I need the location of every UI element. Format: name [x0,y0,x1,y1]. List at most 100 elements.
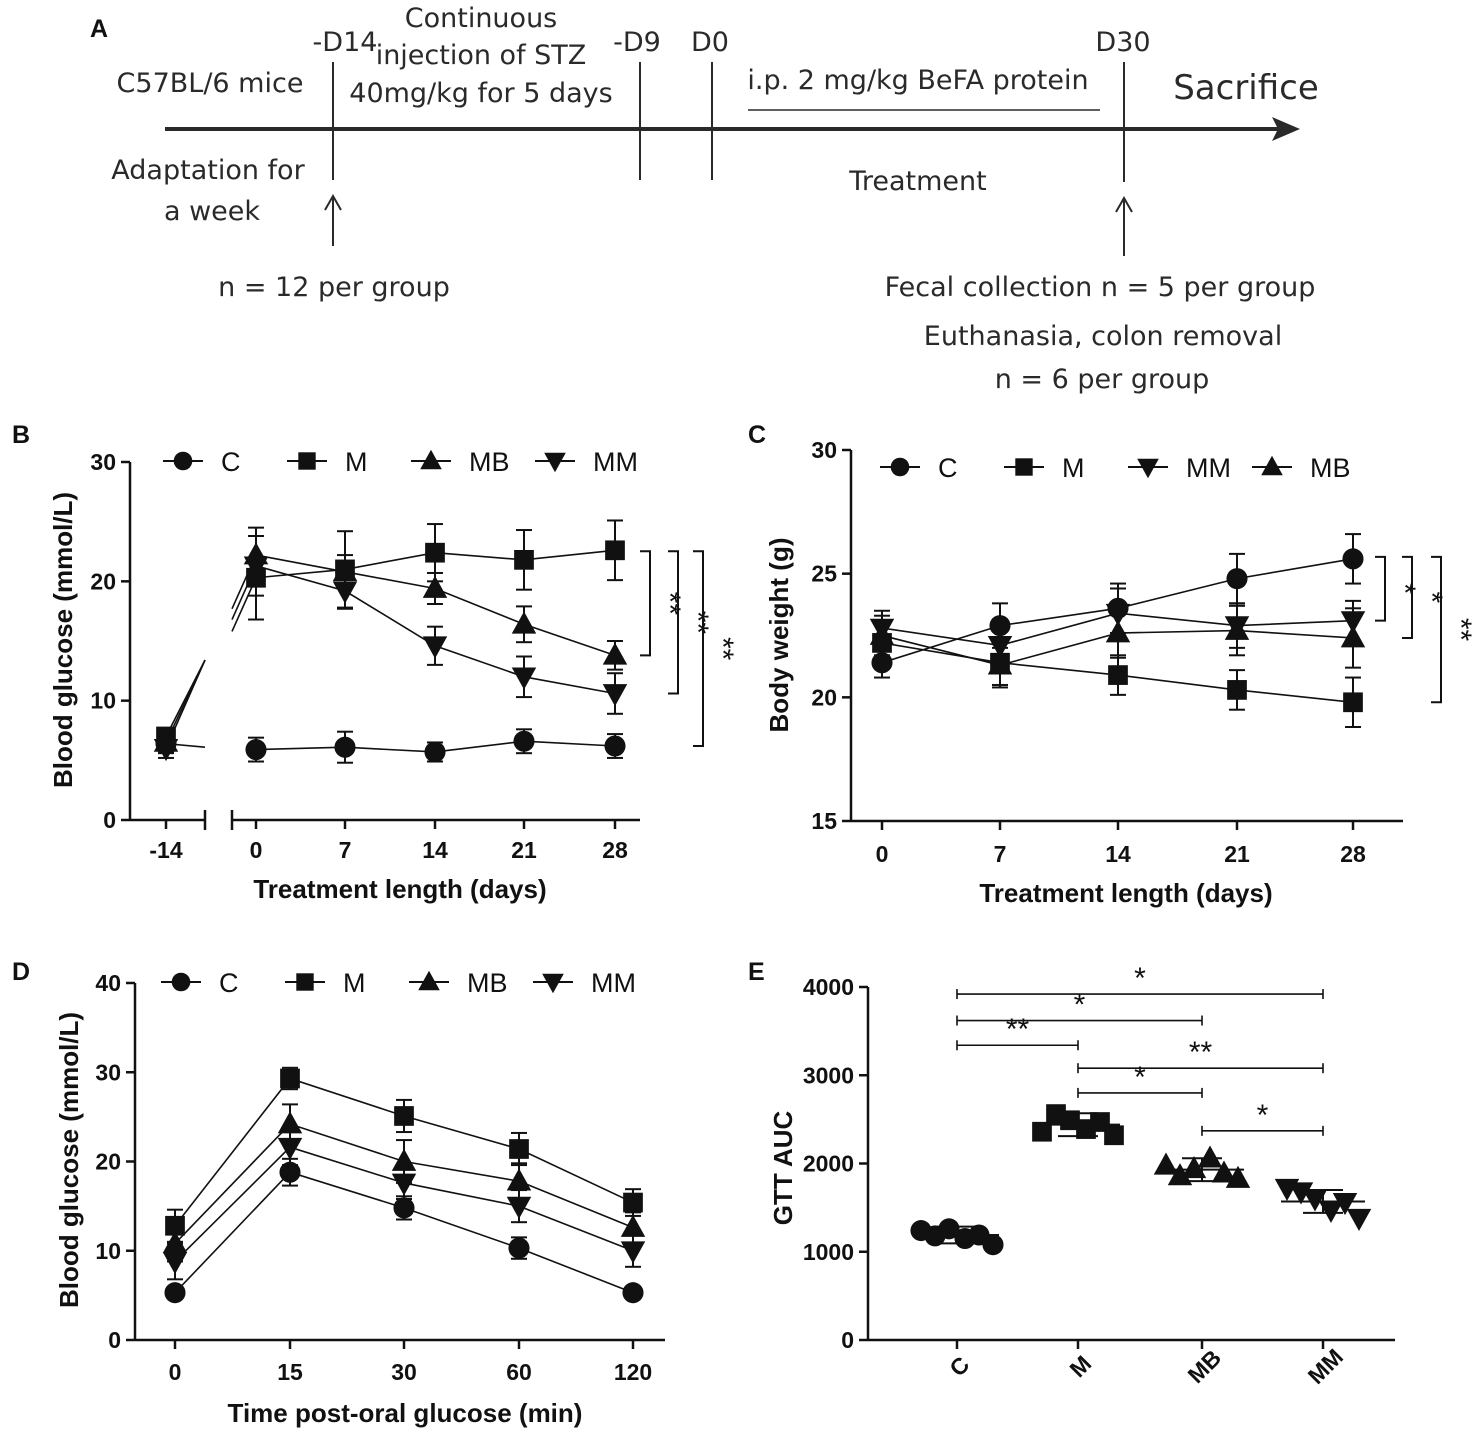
c-y-tick-label: 30 [811,437,837,463]
d-point [620,1214,646,1237]
b-y-tick-label: 30 [90,449,116,475]
e-y-tick-label: 4000 [803,974,854,1000]
c-x-tick-label: 7 [994,841,1007,867]
b-point [422,575,448,598]
b-xlabel: Treatment length (days) [253,874,546,904]
d-xlabel: Time post-oral glucose (min) [228,1398,583,1428]
b-legend-marker [420,449,442,470]
label-euthanasia: Euthanasia, colon removal [924,321,1282,352]
d-legend-m: M [285,968,366,998]
panel-label-c: C [748,421,766,449]
b-legend-label: MB [469,447,510,477]
d-legend-marker [542,973,564,994]
b-point [245,739,267,761]
c-legend-mm: MM [1128,453,1231,483]
d-point [391,1173,417,1196]
d-legend-marker [418,970,440,991]
c-y-tick-label: 20 [811,684,837,710]
d-point [391,1148,417,1171]
b-point [334,736,356,758]
d-point [508,1237,530,1259]
c-legend-c: C [880,453,958,483]
e-sig-label: ** [1189,1036,1213,1069]
b-legend-marker [298,452,316,470]
c-x-tick-label: 0 [876,841,889,867]
b-sig-bracket [668,550,679,695]
d-point [393,1197,415,1219]
d-y-tick-label: 0 [108,1327,121,1353]
c-legend-marker [890,457,910,477]
b-series-m [156,519,625,747]
e-group-mb: MB [1153,1145,1251,1389]
c-xlabel: Treatment length (days) [979,878,1272,908]
c-sig-bracket [1402,555,1413,639]
panel-label-a: A [90,15,108,43]
b-series-mm [153,534,628,762]
b-point [602,642,628,665]
d-x-tick-label: 30 [391,1359,417,1385]
label-stz-3: 40mg/kg for 5 days [349,78,612,109]
c-legend-mb: MB [1252,453,1351,483]
panel-label-d: D [12,958,30,986]
c-sig-bracket [1431,555,1442,704]
b-legend-marker [544,452,566,473]
c-point [1340,625,1366,648]
c-point [1227,680,1247,700]
timeline-arrowhead [1272,117,1300,141]
d-point [394,1106,414,1126]
c-point [1342,548,1364,570]
d-series-c [164,1157,644,1304]
b-point [332,581,358,604]
c-legend-marker [1261,455,1283,476]
b-sig-label: ** [706,637,739,661]
d-x-tick-label: 120 [614,1359,652,1385]
b-break-connector [231,577,257,632]
b-y-tick-label: 0 [103,807,116,833]
e-ylabel: GTT AUC [768,1110,798,1225]
d-point [164,1282,186,1304]
e-sig-label: * [1257,1099,1269,1132]
b-x-tick-label: 7 [339,837,352,863]
d-legend-mm: MM [533,968,636,998]
b-legend-label: M [345,447,368,477]
e-y-tick-label: 2000 [803,1151,854,1177]
d-point [277,1137,303,1160]
e-point [1346,1208,1372,1231]
d-point [162,1230,188,1253]
label-treatment: Treatment [848,166,986,197]
b-legend-c: C [163,447,241,477]
e-group-mm: MM [1274,1178,1372,1389]
d-point [620,1241,646,1264]
b-break-connector [231,554,257,610]
b-point [511,611,537,634]
label-sacrifice: Sacrifice [1173,68,1319,108]
d-legend-c: C [161,968,239,998]
d-point [277,1111,303,1134]
c-point [1108,665,1128,685]
d-y-tick-label: 20 [95,1149,121,1175]
b-y-tick-label: 20 [90,568,116,594]
b-legend-label: MM [593,447,638,477]
d-y-tick-label: 10 [95,1238,121,1264]
c-series-mb [869,604,1366,689]
b-legend-mm: MM [535,447,638,477]
c-x-tick-label: 21 [1224,841,1250,867]
c-point [1343,692,1363,713]
arrow-up-right-head [1115,195,1133,213]
e-x-tick-label: MB [1183,1345,1227,1389]
c-sig-bracket [1375,555,1386,622]
e-point [1332,1192,1358,1216]
e-sig-label: * [1074,989,1086,1022]
e-point [982,1234,1004,1256]
c-point [1226,568,1248,590]
c-x-tick-label: 28 [1340,841,1366,867]
b-x-tick-label: 14 [422,837,448,863]
b-break-connector [165,742,206,749]
d-legend-marker [296,973,314,991]
panel-label-e: E [748,958,765,986]
e-point [1153,1152,1179,1175]
d-legend-label: MM [591,968,636,998]
e-sig-label: ** [1006,1013,1030,1046]
